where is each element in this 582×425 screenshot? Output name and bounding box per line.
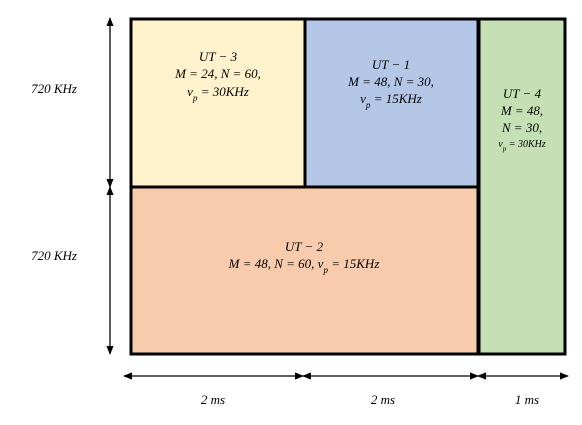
block-text: vp = 30KHz xyxy=(187,84,249,103)
text-run: M = 48, N = 60, v xyxy=(228,256,324,271)
text-run: = 30KHz xyxy=(197,84,248,99)
subscript: p xyxy=(365,100,371,110)
freq-label: 720 KHz xyxy=(31,248,77,263)
text-run: N = 30, xyxy=(501,120,542,135)
text-run: UT − 2 xyxy=(285,239,324,254)
text-run: UT − 1 xyxy=(372,57,410,72)
subscript: p xyxy=(502,145,507,153)
ut1-block xyxy=(303,17,480,189)
text-run: = 30KHz xyxy=(506,139,546,150)
block-text: UT − 1 xyxy=(372,57,410,72)
text-run: M = 48, xyxy=(500,103,543,118)
freq-label: 720 KHz xyxy=(31,81,77,96)
time-label: 2 ms xyxy=(371,392,395,407)
text-run: M = 24, N = 60, xyxy=(174,66,261,81)
subscript: p xyxy=(322,265,328,275)
time-label: 1 ms xyxy=(515,392,539,407)
block-text: UT − 2 xyxy=(285,239,324,254)
text-run: v xyxy=(498,139,503,150)
subscript: p xyxy=(192,93,198,103)
block-text: N = 30, xyxy=(501,120,542,135)
text-run: = 15KHz xyxy=(328,256,379,271)
text-run: = 15KHz xyxy=(370,91,421,106)
text-run: UT − 3 xyxy=(199,49,238,64)
block-text: UT − 4 xyxy=(503,86,542,101)
text-run: v xyxy=(360,91,366,106)
block-text: vp = 15KHz xyxy=(360,91,422,110)
block-text: vp = 30KHz xyxy=(498,139,546,153)
text-run: UT − 4 xyxy=(503,86,542,101)
ut4-block xyxy=(477,17,567,356)
ut3-block xyxy=(129,17,307,189)
text-run: v xyxy=(187,84,193,99)
block-text: M = 48, N = 30, xyxy=(347,74,434,89)
time-label: 2 ms xyxy=(201,392,225,407)
text-run: M = 48, N = 30, xyxy=(347,74,434,89)
block-text: M = 48, xyxy=(500,103,543,118)
block-text: UT − 3 xyxy=(199,49,238,64)
ut2-block xyxy=(129,185,480,356)
block-text: M = 24, N = 60, xyxy=(174,66,261,81)
block-text: M = 48, N = 60, vp = 15KHz xyxy=(228,256,380,275)
